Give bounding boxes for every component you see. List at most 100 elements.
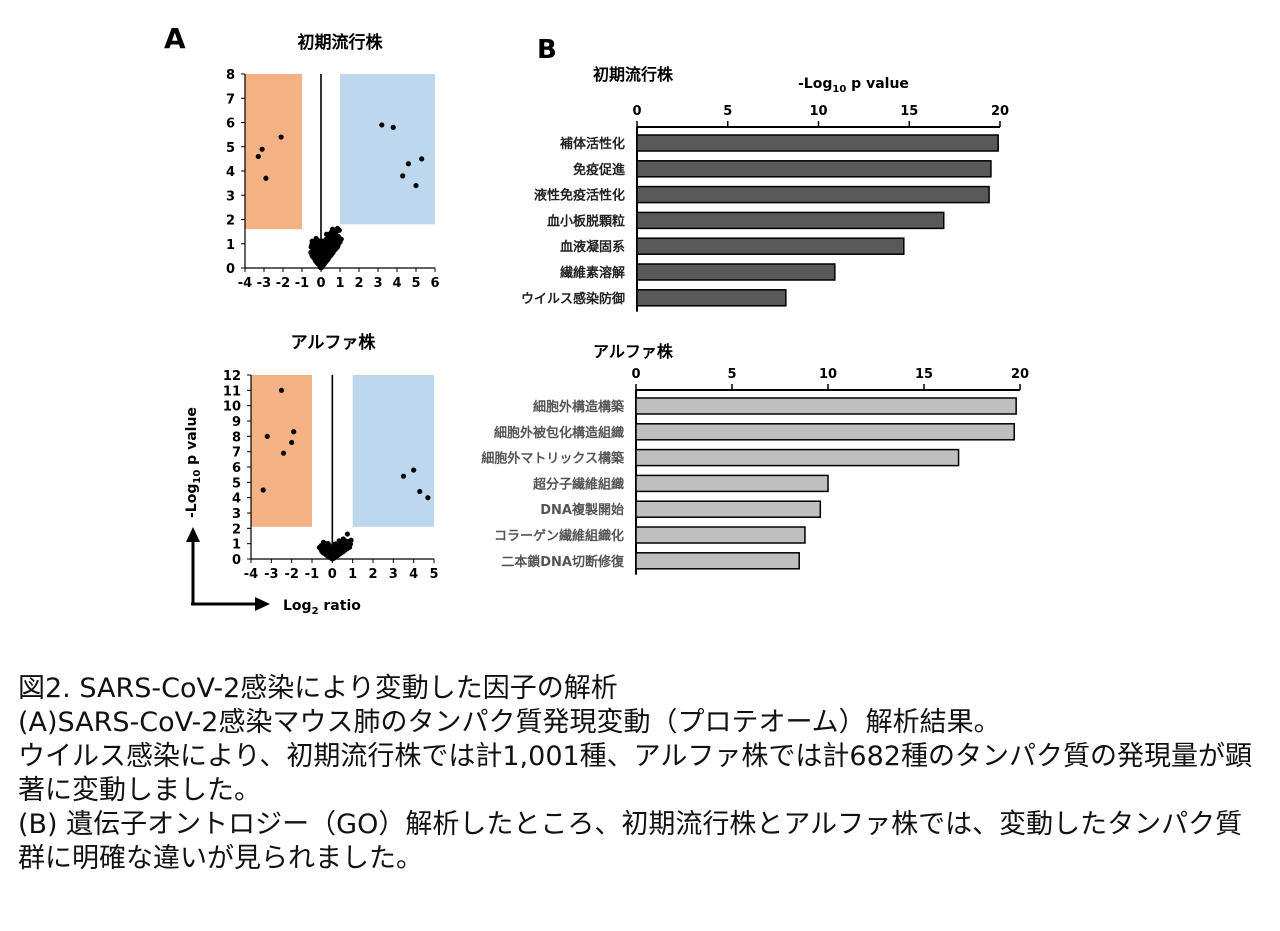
x-tick-label: 20 bbox=[991, 104, 1009, 119]
highlight-region-up bbox=[340, 74, 435, 225]
x-tick-label: 10 bbox=[819, 367, 837, 382]
y-tick-label: 10 bbox=[223, 400, 241, 415]
x-tick-label: 1 bbox=[335, 276, 344, 291]
category-label: 繊維素溶解 bbox=[560, 265, 625, 281]
y-tick-label: 0 bbox=[232, 553, 241, 568]
x-tick-label: 20 bbox=[1011, 367, 1029, 382]
scatter-point bbox=[319, 238, 325, 244]
y-tick-label: 3 bbox=[232, 507, 241, 522]
bar bbox=[635, 448, 960, 467]
scatter-point bbox=[320, 261, 326, 267]
y-tick-label: 11 bbox=[223, 384, 241, 399]
y-tick-label: 8 bbox=[226, 68, 235, 83]
category-label: 免疫促進 bbox=[573, 162, 625, 178]
category-label: 細胞外構造構築 bbox=[533, 399, 625, 415]
bar-alpha-title: アルファ株 bbox=[593, 342, 674, 361]
bar-chart-alpha: アルファ株 0 5 10 15 20 細胞外構造構築細胞外被包化構造組織細胞外マトリック… bbox=[481, 342, 1029, 575]
scatter-point bbox=[334, 544, 341, 550]
panel-label-b: B bbox=[537, 35, 557, 65]
category-label: 超分子繊維組織 bbox=[533, 476, 624, 492]
scatter-point bbox=[344, 531, 350, 537]
highlight-region-down bbox=[251, 375, 312, 527]
x-tick-label: 2 bbox=[354, 276, 363, 291]
volcano-alpha-title: アルファ株 bbox=[291, 332, 377, 353]
scatter-point bbox=[344, 541, 350, 547]
y-tick-label: 1 bbox=[232, 538, 241, 553]
y-tick-label: 1 bbox=[226, 238, 235, 253]
caption-line-a2: ウイルス感染により、初期流行株では計1,001種、アルファ株では計682種のタン… bbox=[18, 741, 1252, 806]
scatter-point bbox=[320, 543, 327, 549]
x-tick-label: -1 bbox=[305, 567, 319, 582]
x-tick-label: 3 bbox=[389, 567, 398, 582]
bar bbox=[636, 211, 945, 230]
x-tick-label: 15 bbox=[915, 367, 933, 382]
scatter-point bbox=[263, 175, 269, 181]
x-tick-label: 2 bbox=[368, 567, 377, 582]
scatter-point bbox=[280, 450, 287, 456]
scatter-point bbox=[379, 122, 385, 128]
volcano-early-title: 初期流行株 bbox=[298, 32, 384, 53]
x-tick-label: 1 bbox=[348, 567, 357, 582]
x-tick-label: 3 bbox=[373, 276, 382, 291]
x-tick-label: 4 bbox=[392, 276, 401, 291]
y-tick-label: 7 bbox=[226, 92, 235, 107]
x-tick-label: -1 bbox=[295, 276, 309, 291]
y-tick-label: 12 bbox=[223, 369, 241, 384]
figure-caption: 図2. SARS-CoV-2感染により変動した因子の解析 (A)SARS-CoV… bbox=[18, 672, 1268, 876]
bar bbox=[635, 474, 829, 493]
x-tick-label: 10 bbox=[809, 104, 827, 119]
scatter-point bbox=[316, 250, 322, 256]
scatter-point bbox=[324, 249, 330, 255]
scatter-point bbox=[331, 233, 337, 240]
y-tick-label: 6 bbox=[226, 117, 235, 132]
x-tick-label: 5 bbox=[723, 104, 732, 119]
bar bbox=[636, 185, 990, 204]
bar bbox=[636, 134, 999, 152]
scatter-point bbox=[417, 488, 423, 495]
bar-chart-early: B 初期流行株 -Log10 p value 0 5 10 15 20 補体活性化免疫促… bbox=[521, 35, 1009, 312]
scatter-point bbox=[331, 241, 337, 247]
x-tick-label: 0 bbox=[328, 567, 337, 582]
x-tick-label: -3 bbox=[257, 276, 271, 291]
scatter-point bbox=[327, 238, 333, 244]
scatter-point bbox=[309, 238, 315, 244]
y-tick-label: 5 bbox=[232, 476, 241, 491]
category-label: 血液凝固系 bbox=[560, 239, 625, 255]
scatter-point bbox=[255, 153, 261, 160]
volcano-alpha-ylabel: -Log10 p value bbox=[184, 407, 203, 518]
scatter-point bbox=[326, 543, 332, 549]
panel-label-a: A bbox=[164, 22, 186, 55]
x-tick-label: 0 bbox=[632, 104, 641, 119]
highlight-region-down bbox=[245, 74, 302, 230]
scatter-point bbox=[328, 247, 334, 253]
scatter-point bbox=[259, 146, 265, 152]
scatter-point bbox=[331, 229, 337, 235]
bar-early-title: 初期流行株 bbox=[593, 65, 674, 84]
y-tick-label: 6 bbox=[232, 461, 241, 476]
caption-line-a: (A)SARS-CoV-2感染マウス肺のタンパク質発現変動（プロテオーム）解析結… bbox=[18, 707, 1001, 738]
scatter-point bbox=[322, 257, 329, 263]
x-tick-label: -4 bbox=[244, 567, 258, 582]
scatter-point bbox=[264, 433, 270, 439]
bar bbox=[635, 552, 800, 570]
x-tick-label: 0 bbox=[631, 367, 640, 382]
y-tick-label: 3 bbox=[226, 189, 235, 204]
category-label: 細胞外被包化構造組織 bbox=[494, 425, 624, 441]
scatter-point bbox=[425, 495, 431, 501]
y-tick-label: 2 bbox=[232, 522, 241, 537]
scatter-point bbox=[278, 134, 284, 140]
x-tick-label: 5 bbox=[429, 567, 438, 582]
scatter-point bbox=[339, 548, 345, 554]
category-label: 二本鎖DNA切断修復 bbox=[501, 554, 625, 570]
category-label: コラーゲン繊維組織化 bbox=[494, 528, 624, 544]
y-tick-label: 2 bbox=[226, 214, 235, 229]
scatter-point bbox=[289, 439, 295, 446]
category-label: 液性免疫活性化 bbox=[534, 188, 625, 204]
bar bbox=[636, 237, 905, 255]
scatter-point bbox=[400, 473, 407, 479]
scatter-point bbox=[390, 124, 396, 130]
scatter-point bbox=[419, 156, 425, 162]
bar bbox=[636, 160, 992, 178]
bar bbox=[635, 526, 806, 544]
